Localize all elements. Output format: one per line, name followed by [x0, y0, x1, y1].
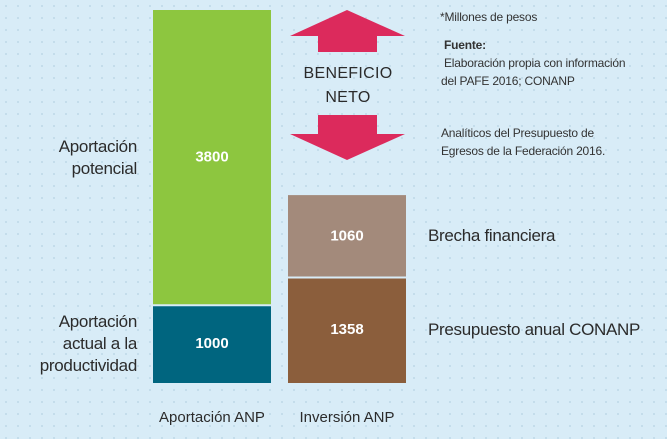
bar-segment	[288, 195, 406, 278]
source-line: Elaboración propia con información	[444, 56, 626, 70]
value-label: 1358	[330, 321, 363, 338]
series-label: Brecha financiera	[428, 226, 556, 246]
bar-segment	[153, 305, 271, 383]
series-label: Presupuesto anual CONANP	[428, 320, 641, 340]
series-label: Aportación potencial	[58, 136, 138, 178]
arrow-up	[290, 10, 405, 52]
value-label: 1060	[330, 227, 363, 244]
annotation: BENEFICIO NETO	[303, 65, 393, 106]
source-line: del PAFE 2016; CONANP	[441, 74, 575, 88]
arrow-down	[290, 115, 405, 160]
value-label: 1000	[195, 335, 228, 352]
x-tick-label: Aportación ANP	[159, 409, 265, 426]
value-label: 3800	[195, 149, 228, 166]
bar-segment	[288, 277, 406, 383]
x-tick-label: Inversión ANP	[299, 409, 394, 426]
source-title: Fuente:	[444, 38, 486, 52]
bar-segment	[153, 10, 271, 306]
series-label: Aportación actual a la productividad	[39, 312, 138, 376]
note: *Millones de pesos	[440, 10, 538, 24]
source-line: Egresos de la Federación 2016.	[441, 144, 606, 158]
source-line: Analíticos del Presupuesto de	[441, 126, 594, 140]
